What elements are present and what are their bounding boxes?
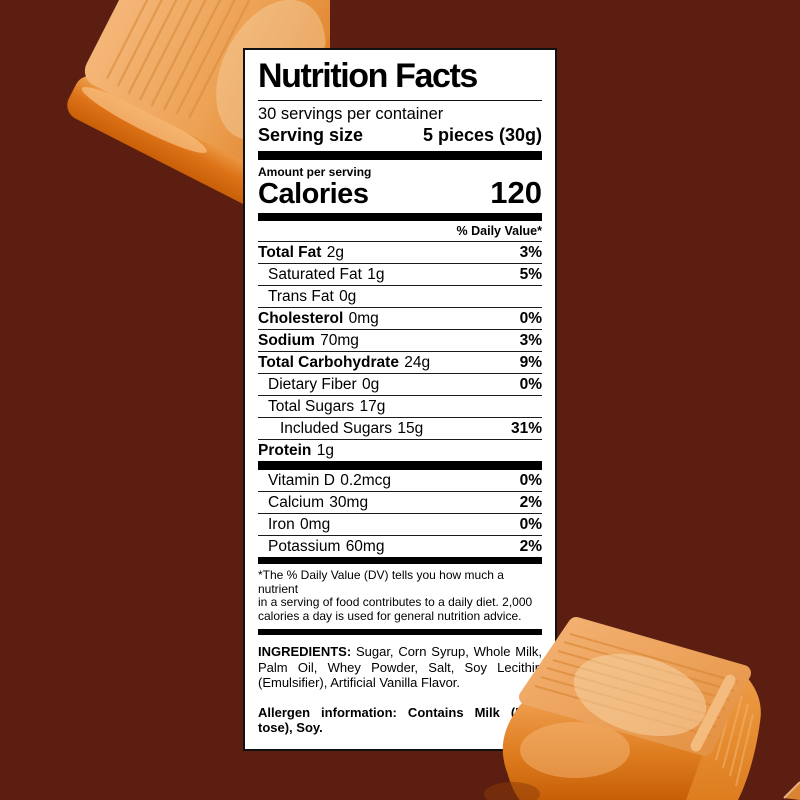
nutrient-row: Trans Fat 0g xyxy=(258,286,542,308)
amount-per-serving: Amount per serving xyxy=(258,165,372,179)
calories-value: 120 xyxy=(490,175,542,210)
nutrient-daily-value: 31% xyxy=(510,420,542,437)
nutrient-name: Total Carbohydrate xyxy=(258,354,399,371)
thick-divider xyxy=(258,213,542,221)
nutrient-name: Protein xyxy=(258,442,312,459)
nutrient-daily-value: 0% xyxy=(519,472,542,489)
nutrient-name: Included Sugars xyxy=(280,420,393,437)
nutrient-name: Saturated Fat xyxy=(268,266,362,283)
nutrient-name: Sodium xyxy=(258,332,315,349)
nutrient-amount: 0g xyxy=(362,376,380,393)
serving-size-row: Serving size 5 pieces (30g) xyxy=(258,125,542,146)
nutrient-row: Dietary Fiber 0g 0% xyxy=(258,374,542,396)
nutrient-name: Potassium xyxy=(268,538,341,555)
nutrient-name: Total Fat xyxy=(258,244,322,261)
nutrient-rows: Total Fat 2g 3% Saturated Fat 1g 5% Tran… xyxy=(258,242,542,461)
nutrient-name: Total Sugars xyxy=(268,398,355,415)
caramel-photo-bottom-right xyxy=(484,617,761,800)
calories-label: Calories xyxy=(258,178,369,210)
nutrient-row: Calcium 30mg 2% xyxy=(258,492,542,514)
daily-value-footnote: *The % Daily Value (DV) tells you how mu… xyxy=(258,568,533,623)
nutrient-daily-value: 3% xyxy=(519,332,542,349)
nutrient-row: Total Sugars 17g xyxy=(258,396,542,418)
nutrient-amount: 1g xyxy=(367,266,385,283)
label-title: Nutrition Facts xyxy=(258,58,542,101)
serving-size-label: Serving size xyxy=(258,125,364,145)
thick-divider xyxy=(258,151,542,160)
nutrient-row: Iron 0mg 0% xyxy=(258,514,542,536)
thick-divider xyxy=(258,629,542,635)
nutrient-daily-value: 0% xyxy=(519,516,542,533)
nutrient-row: Cholesterol 0mg 0% xyxy=(258,308,542,330)
nutrient-row: Total Fat 2g 3% xyxy=(258,242,542,264)
nutrient-name: Dietary Fiber xyxy=(268,376,357,393)
nutrient-row: Total Carbohydrate 24g 9% xyxy=(258,352,542,374)
nutrition-facts-label: Nutrition Facts 30 servings per containe… xyxy=(243,48,557,751)
vitamin-rows: Vitamin D 0.2mcg 0% Calcium 30mg 2% Iron… xyxy=(258,470,542,557)
nutrient-daily-value: 2% xyxy=(519,494,542,511)
nutrient-daily-value: 9% xyxy=(519,354,542,371)
nutrient-name: Trans Fat xyxy=(268,288,334,305)
daily-value-header: % Daily Value* xyxy=(258,221,542,242)
nutrient-amount: 15g xyxy=(397,420,424,437)
nutrient-row: Vitamin D 0.2mcg 0% xyxy=(258,470,542,492)
nutrient-amount: 17g xyxy=(359,398,386,415)
nutrient-amount: 2g xyxy=(326,244,344,261)
servings-per-container: 30 servings per container xyxy=(258,105,444,123)
nutrient-amount: 24g xyxy=(404,354,431,371)
nutrient-amount: 0g xyxy=(339,288,357,305)
nutrient-daily-value: 2% xyxy=(519,538,542,555)
nutrient-row: Potassium 60mg 2% xyxy=(258,536,542,557)
nutrient-amount: 30mg xyxy=(329,494,369,511)
nutrient-row: Protein 1g xyxy=(258,440,542,461)
nutrient-daily-value: 3% xyxy=(519,244,542,261)
nutrient-name: Iron xyxy=(268,516,295,533)
ingredients-label: INGREDIENTS: xyxy=(258,644,352,659)
nutrient-name: Cholesterol xyxy=(258,310,344,327)
nutrient-daily-value: 0% xyxy=(519,376,542,393)
nutrient-amount: 1g xyxy=(316,442,334,459)
calories-row: Calories 120 xyxy=(258,175,542,211)
caramel-edge-sliver xyxy=(783,781,800,800)
nutrient-amount: 70mg xyxy=(320,332,359,349)
nutrient-name: Vitamin D xyxy=(268,472,335,489)
nutrient-amount: 60mg xyxy=(345,538,385,555)
nutrient-name: Calcium xyxy=(268,494,324,511)
nutrient-amount: 0.2mcg xyxy=(340,472,392,489)
nutrient-daily-value: 5% xyxy=(519,266,542,283)
nutrient-amount: 0mg xyxy=(300,516,331,533)
thick-divider xyxy=(258,461,542,470)
nutrient-row: Sodium 70mg 3% xyxy=(258,330,542,352)
serving-size-value: 5 pieces (30g) xyxy=(422,125,542,145)
nutrient-row: Saturated Fat 1g 5% xyxy=(258,264,542,286)
ingredients-section: INGREDIENTS: Sugar, Corn Syrup, Whole Mi… xyxy=(258,644,542,690)
allergen-section: Allergen information: Contains Milk (Lac… xyxy=(258,704,542,736)
nutrient-amount: 0mg xyxy=(348,310,379,327)
nutrient-row: Included Sugars 15g 31% xyxy=(258,418,542,440)
thick-divider xyxy=(258,557,542,564)
nutrient-daily-value: 0% xyxy=(519,310,542,327)
